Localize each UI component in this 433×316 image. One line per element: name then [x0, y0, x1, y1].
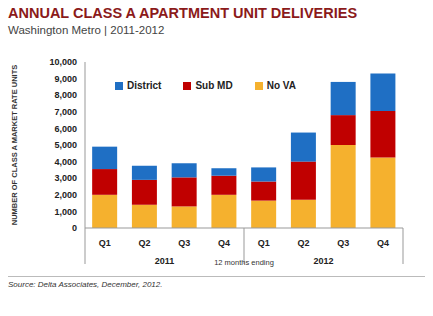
svg-text:Q4: Q4 [218, 238, 230, 248]
svg-text:0: 0 [72, 223, 77, 233]
svg-text:4,000: 4,000 [54, 157, 77, 167]
svg-text:3,000: 3,000 [54, 173, 77, 183]
svg-text:Q2: Q2 [139, 238, 151, 248]
svg-text:1,000: 1,000 [54, 207, 77, 217]
svg-text:2011: 2011 [155, 256, 175, 266]
svg-text:Q4: Q4 [377, 238, 389, 248]
svg-text:8,000: 8,000 [54, 90, 77, 100]
svg-text:Q1: Q1 [99, 238, 111, 248]
svg-text:Q2: Q2 [298, 238, 310, 248]
svg-text:10,000: 10,000 [49, 57, 77, 67]
svg-text:Q1: Q1 [258, 238, 270, 248]
svg-text:2012: 2012 [313, 256, 333, 266]
html-text:12 months ending: 12 months ending [214, 258, 274, 267]
svg-text:9,000: 9,000 [54, 74, 77, 84]
html-text:Washington Metro | 2011-2012: Washington Metro | 2011-2012 [8, 24, 165, 36]
svg-text:5,000: 5,000 [54, 140, 77, 150]
svg-text:6,000: 6,000 [54, 124, 77, 134]
html-text:NUMBER OF CLASS A MARKET RATE: NUMBER OF CLASS A MARKET RATE UNITS [9, 64, 19, 226]
svg-text:7,000: 7,000 [54, 107, 77, 117]
html-text:Source: Delta Associates, Dece: Source: Delta Associates, December, 2012… [8, 280, 163, 289]
svg-text:2,000: 2,000 [54, 190, 77, 200]
svg-text:Q3: Q3 [178, 238, 190, 248]
html-text:Sub MD: Sub MD [195, 80, 233, 91]
html-text:ANNUAL CLASS A APARTMENT UNIT: ANNUAL CLASS A APARTMENT UNIT DELIVERIES [8, 5, 358, 21]
html-text:No VA: No VA [266, 80, 296, 91]
svg-text:Q3: Q3 [337, 238, 349, 248]
html-text:District: District [127, 80, 162, 91]
